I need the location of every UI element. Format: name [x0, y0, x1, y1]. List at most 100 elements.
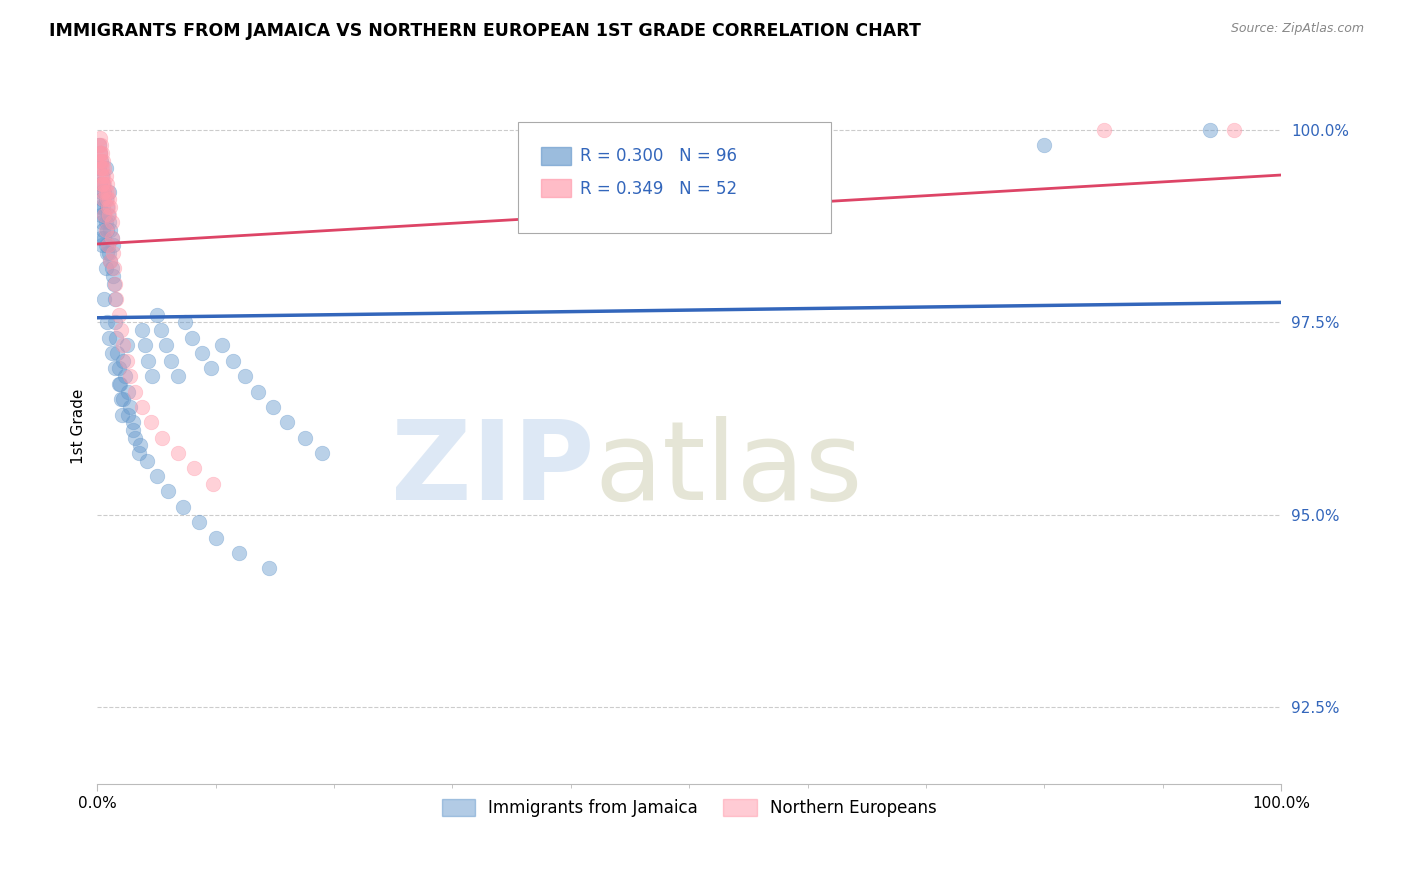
Point — [101, 269, 124, 284]
Text: R = 0.300   N = 96: R = 0.300 N = 96 — [581, 147, 737, 165]
Point — [107, 376, 129, 391]
Point — [91, 161, 114, 176]
Point — [89, 146, 111, 161]
Point — [124, 431, 146, 445]
Point — [98, 331, 121, 345]
Point — [100, 230, 122, 244]
Point — [145, 469, 167, 483]
Point — [157, 484, 180, 499]
Point — [98, 192, 121, 206]
Point — [90, 185, 112, 199]
Point — [90, 153, 112, 168]
Point — [128, 446, 150, 460]
Point — [90, 138, 112, 153]
Point — [115, 338, 138, 352]
Point — [1199, 123, 1222, 137]
Point — [107, 346, 129, 360]
Point — [141, 369, 163, 384]
Point — [1033, 138, 1056, 153]
Point — [114, 369, 136, 384]
Point — [110, 323, 132, 337]
Point — [134, 338, 156, 352]
Point — [152, 431, 174, 445]
Point — [121, 423, 143, 437]
Point — [97, 238, 120, 252]
Point — [111, 408, 134, 422]
Point — [131, 400, 153, 414]
Point — [115, 353, 138, 368]
Point — [183, 461, 205, 475]
Point — [110, 392, 132, 407]
Point — [90, 230, 112, 244]
Point — [257, 561, 280, 575]
Point — [93, 208, 115, 222]
Point — [103, 277, 125, 291]
Point — [91, 153, 114, 168]
Point — [94, 223, 117, 237]
Point — [104, 315, 127, 329]
Point — [100, 253, 122, 268]
Point — [136, 454, 159, 468]
Point — [129, 438, 152, 452]
Point — [91, 177, 114, 191]
Point — [98, 185, 121, 199]
Point — [100, 200, 122, 214]
Point — [1222, 123, 1244, 137]
Point — [108, 376, 131, 391]
Point — [100, 261, 122, 276]
Point — [311, 446, 333, 460]
Point — [120, 369, 142, 384]
Point — [211, 338, 233, 352]
Point — [159, 353, 181, 368]
Point — [97, 200, 120, 214]
Point — [131, 323, 153, 337]
Point — [181, 331, 204, 345]
Point — [87, 153, 110, 168]
Point — [96, 200, 118, 214]
Point — [93, 161, 115, 176]
Point — [91, 177, 114, 191]
Point — [100, 346, 122, 360]
Point — [262, 400, 284, 414]
Point — [89, 146, 111, 161]
Point — [90, 208, 112, 222]
Point — [136, 353, 159, 368]
Point — [93, 177, 115, 191]
Point — [89, 146, 111, 161]
Point — [91, 146, 114, 161]
Point — [172, 500, 194, 514]
Point — [107, 361, 129, 376]
Point — [117, 384, 139, 399]
Point — [112, 338, 135, 352]
Point — [166, 369, 188, 384]
Point — [89, 177, 111, 191]
Point — [104, 292, 127, 306]
Point — [104, 277, 127, 291]
Point — [94, 261, 117, 276]
Point — [91, 169, 114, 184]
Text: R = 0.349   N = 52: R = 0.349 N = 52 — [581, 179, 737, 198]
Point — [190, 346, 212, 360]
Point — [90, 161, 112, 176]
Point — [1092, 123, 1115, 137]
Point — [91, 192, 114, 206]
Point — [166, 446, 188, 460]
Point — [90, 169, 112, 184]
Point — [105, 292, 128, 306]
Point — [97, 208, 120, 222]
Point — [124, 384, 146, 399]
Point — [94, 169, 117, 184]
Point — [107, 308, 129, 322]
Point — [91, 238, 114, 252]
Text: IMMIGRANTS FROM JAMAICA VS NORTHERN EUROPEAN 1ST GRADE CORRELATION CHART: IMMIGRANTS FROM JAMAICA VS NORTHERN EURO… — [49, 22, 921, 40]
Point — [247, 384, 270, 399]
Point — [96, 223, 118, 237]
Point — [200, 361, 222, 376]
Point — [202, 476, 225, 491]
Point — [98, 208, 121, 222]
Point — [117, 408, 139, 422]
Text: ZIP: ZIP — [391, 416, 595, 523]
Legend: Immigrants from Jamaica, Northern Europeans: Immigrants from Jamaica, Northern Europe… — [433, 790, 945, 825]
Point — [103, 261, 125, 276]
Point — [112, 392, 135, 407]
